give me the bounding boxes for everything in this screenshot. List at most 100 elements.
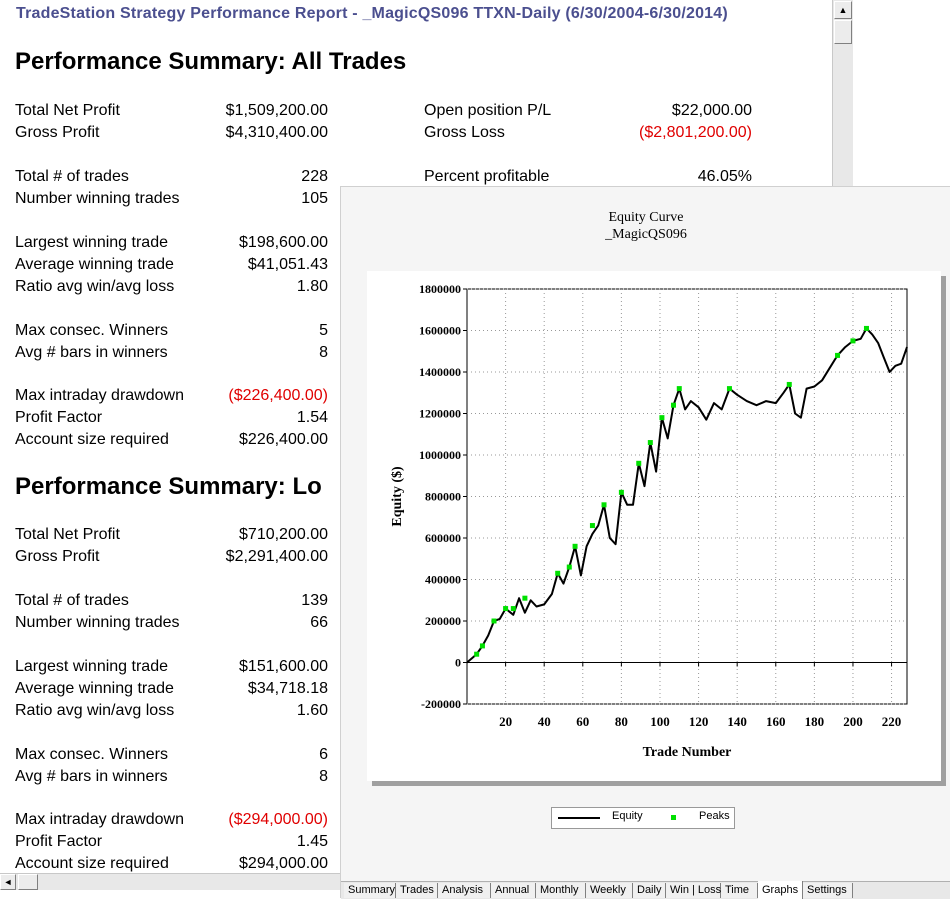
tab-settings[interactable]: Settings [803,883,853,898]
stat-label: Ratio avg win/avg loss [15,702,175,719]
tab-analysis[interactable]: Analysis [438,883,491,898]
x-tick-label: 80 [615,714,628,729]
report-tab-bar: Summary Trades Analysis Annual Monthly Weekly… [341,881,950,899]
stat-label: Largest winning trade [15,658,168,675]
peak-point [566,564,572,570]
stat-label: Max consec. Winners [15,746,168,763]
peak-point [850,338,856,344]
stat-row: Avg # bars in winners 8 [0,342,860,364]
stat-row: Open position P/L $22,000.00 [0,100,860,122]
stat-row: Ratio avg win/avg loss 1.60 [0,700,860,722]
stat-value: ($226,400.00) [228,387,328,404]
peak-point [618,489,624,495]
stat-value: 46.05% [697,168,752,185]
stat-label: Gross Profit [15,124,100,141]
tab-monthly[interactable]: Monthly [536,883,586,898]
stat-label: Max intraday drawdown [15,811,184,828]
y-tick-label: 1800000 [419,282,461,296]
section-title-all-trades: Performance Summary: All Trades [15,48,407,75]
tab-time[interactable]: Time [721,883,758,898]
chart-legend: Equity Peaks [551,807,735,829]
stat-row: Gross Loss ($2,801,200.00) [0,122,860,144]
stat-row: Max intraday drawdown ($226,400.00) [0,385,860,407]
tab-annual[interactable]: Annual [491,883,536,898]
stat-value: 139 [301,592,328,609]
stat-label: Average winning trade [15,680,174,697]
stat-row: Percent profitable 46.05% [0,166,860,188]
peak-point [503,606,509,612]
stat-value: $710,200.00 [239,526,328,543]
stat-row: Largest winning trade $151,600.00 [0,656,860,678]
horizontal-scrollbar[interactable]: ◄ [0,873,340,890]
stat-label: Percent profitable [424,168,550,185]
y-tick-label: -200000 [421,697,461,711]
tab-win-loss[interactable]: Win | Loss [666,883,721,898]
y-tick-label: 0 [455,656,461,670]
stat-row: Number winning trades 105 [0,188,860,210]
report-title: TradeStation Strategy Performance Report… [16,5,728,22]
stat-label: Profit Factor [15,833,103,850]
y-tick-label: 800000 [425,490,461,504]
y-axis-label: Equity ($) [390,466,405,527]
stat-value: 5 [319,322,328,339]
stat-label: Gross Loss [424,124,505,141]
stat-value: ($2,801,200.00) [639,124,752,141]
stat-label: Profit Factor [15,409,103,426]
stat-label: Avg # bars in winners [15,344,168,361]
legend-equity-label: Equity [612,810,643,822]
x-tick-label: 120 [689,714,709,729]
peak-point [676,386,682,392]
chart-subtitle: _MagicQS096 [605,227,687,242]
stat-value: $4,310,400.00 [225,124,328,141]
stat-row: Average winning trade $41,051.43 [0,254,860,276]
x-tick-label: 40 [538,714,551,729]
stat-value: 8 [319,768,328,785]
y-tick-label: 1200000 [419,407,461,421]
stat-label: Total # of trades [15,592,129,609]
scroll-up-arrow-icon[interactable]: ▲ [834,1,852,19]
horizontal-scroll-thumb[interactable] [18,874,38,890]
y-tick-label: 1000000 [419,448,461,462]
stat-label: Total Net Profit [15,526,120,543]
y-tick-label: 400000 [425,573,461,587]
stat-label: Account size required [15,431,169,448]
x-tick-label: 220 [882,714,902,729]
scroll-left-arrow-icon[interactable]: ◄ [0,874,16,890]
chart-panel: -200000 0 200000 400000 600000 800000 1000000 1… [367,271,941,781]
legend-peaks-label: Peaks [699,810,730,822]
tab-weekly[interactable]: Weekly [586,883,633,898]
stat-row: Max consec. Winners 6 [0,744,860,766]
stat-row: Gross Profit $2,291,400.00 [0,546,860,568]
stat-value: 228 [301,168,328,185]
peak-point [659,415,665,421]
peak-point [647,440,653,446]
peak-point [510,606,516,612]
stat-value: $226,400.00 [239,431,328,448]
stat-row: Account size required $226,400.00 [0,429,860,451]
vertical-scroll-thumb[interactable] [834,20,852,44]
peak-point [636,460,642,466]
stat-row: Average winning trade $34,718.18 [0,678,860,700]
stat-label: Total # of trades [15,168,129,185]
stat-row: Max intraday drawdown ($294,000.00) [0,809,860,831]
peak-point [726,386,732,392]
stat-value: 1.80 [296,278,328,295]
tab-daily[interactable]: Daily [633,883,666,898]
stat-label: Largest winning trade [15,234,168,251]
tab-summary[interactable]: Summary [344,883,396,898]
peak-point [786,381,792,387]
stat-row: Total # of trades 228 [0,166,860,188]
stat-row: Largest winning trade $198,600.00 [0,232,860,254]
stat-row: Total # of trades 139 [0,590,860,612]
stat-row: Ratio avg win/avg loss 1.80 [0,276,860,298]
y-tick-label: 1600000 [419,324,461,338]
stat-value: $22,000.00 [671,102,752,119]
stat-row: Gross Profit $4,310,400.00 [0,122,860,144]
stat-row: Account size required $294,000.00 [0,853,860,875]
tab-trades[interactable]: Trades [396,883,438,898]
stat-label: Total Net Profit [15,102,120,119]
stat-value: $294,000.00 [239,855,328,872]
stat-value: $151,600.00 [239,658,328,675]
y-tick-label: 1400000 [419,365,461,379]
tab-graphs[interactable]: Graphs [758,881,803,899]
